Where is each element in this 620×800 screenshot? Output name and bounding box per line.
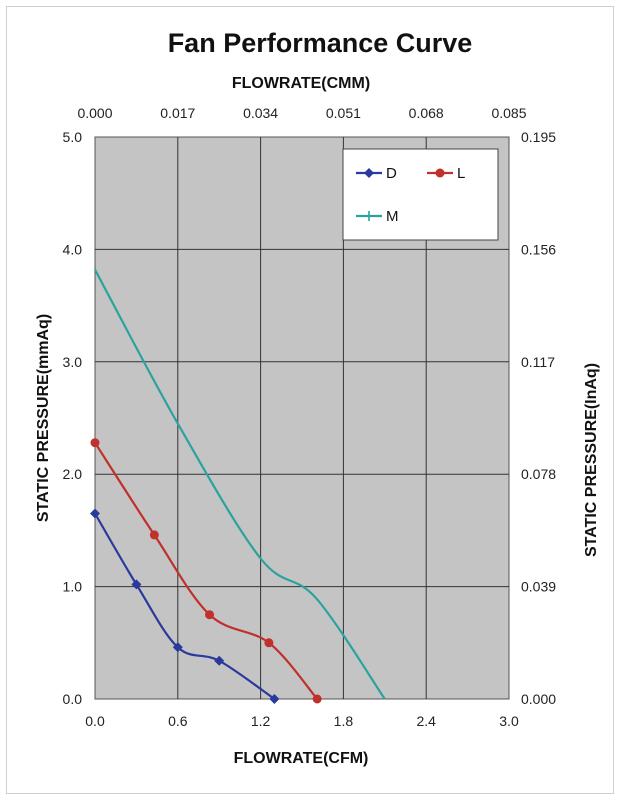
- series-m: [94, 269, 386, 700]
- y-tick-label: 3.0: [63, 354, 83, 370]
- x-tick-label: 2.4: [416, 713, 436, 729]
- x-tick-label: 1.8: [334, 713, 354, 729]
- x2-axis-title: FLOWRATE(CMM): [232, 75, 370, 92]
- chart-title: Fan Performance Curve: [168, 28, 473, 58]
- x2-tick-label: 0.017: [160, 105, 195, 121]
- y2-tick-label: 0.000: [521, 691, 556, 707]
- series-d-point: [269, 694, 280, 704]
- x-tick-label: 1.2: [251, 713, 271, 729]
- y2-tick-label: 0.039: [521, 579, 556, 595]
- legend-label-l: L: [457, 165, 465, 182]
- series-d-point: [131, 579, 142, 590]
- legend-marker-m: [364, 211, 374, 221]
- y2-tick-label: 0.117: [521, 354, 555, 370]
- legend-label-m: M: [386, 208, 399, 225]
- series-d-point: [214, 655, 225, 666]
- y2-tick-label: 0.195: [521, 129, 556, 145]
- series-d: [90, 508, 280, 704]
- x-axis-title: FLOWRATE(CFM): [234, 750, 369, 767]
- x2-tick-label: 0.034: [243, 105, 278, 121]
- legend-marker-l: [435, 168, 445, 178]
- y2-axis-title: STATIC PRESSURE(InAq): [583, 363, 600, 557]
- legend-marker-d: [364, 168, 374, 178]
- y-tick-label: 4.0: [63, 241, 83, 257]
- y-tick-label: 2.0: [63, 466, 83, 482]
- series-l: [90, 438, 322, 704]
- legend-box: [342, 148, 499, 241]
- series-l-point: [90, 438, 100, 448]
- legend: D L M: [342, 148, 499, 241]
- x2-tick-label: 0.051: [326, 105, 361, 121]
- series-layer: [90, 269, 386, 704]
- x-tick-label: 0.6: [168, 713, 188, 729]
- series-l-point: [205, 610, 215, 620]
- series-m-line: [94, 269, 386, 700]
- y-tick-label: 1.0: [63, 579, 83, 595]
- tick-labels: 0.0 0.6 1.2 1.8 2.4 3.00.000 0.017 0.034 0.051 0.…: [63, 105, 557, 729]
- y-axis-title: STATIC PRESSURE(mmAq): [35, 314, 52, 522]
- x2-tick-label: 0.068: [409, 105, 444, 121]
- y-tick-label: 5.0: [63, 129, 83, 145]
- series-d-point: [172, 642, 183, 653]
- x2-tick-label: 0.000: [77, 105, 112, 121]
- x2-tick-label: 0.085: [491, 105, 526, 121]
- y2-tick-label: 0.078: [521, 466, 556, 482]
- y-tick-label: 0.0: [63, 691, 83, 707]
- x-tick-label: 3.0: [499, 713, 519, 729]
- series-l-point: [312, 694, 322, 704]
- series-d-point: [90, 508, 100, 519]
- series-l-point: [264, 638, 274, 648]
- series-l-point: [149, 530, 159, 540]
- y2-tick-label: 0.156: [521, 241, 556, 257]
- legend-label-d: D: [386, 165, 397, 182]
- x-tick-label: 0.0: [85, 713, 105, 729]
